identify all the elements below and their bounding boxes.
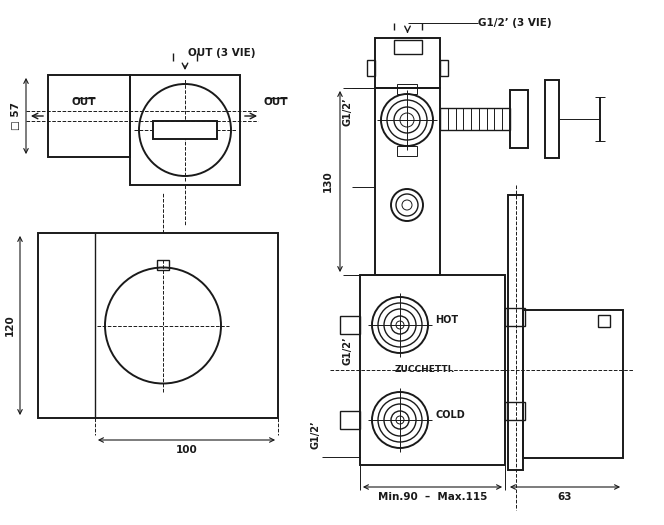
Text: COLD: COLD <box>435 410 465 420</box>
Bar <box>153 121 217 139</box>
Text: ZUCCHETTI.: ZUCCHETTI. <box>395 365 456 374</box>
Bar <box>523 310 623 458</box>
Bar <box>394 40 422 54</box>
Bar <box>48 75 130 157</box>
Bar <box>440 60 448 76</box>
Bar <box>505 402 525 420</box>
Text: Min.90  –  Max.115: Min.90 – Max.115 <box>378 492 487 502</box>
Bar <box>375 88 440 275</box>
Text: 63: 63 <box>558 492 572 502</box>
Bar <box>367 60 375 76</box>
Bar <box>440 108 510 130</box>
Bar <box>598 315 610 327</box>
Bar <box>397 146 417 156</box>
Text: G1/2’: G1/2’ <box>310 421 320 449</box>
Bar <box>397 84 417 94</box>
Bar <box>508 195 523 470</box>
Bar <box>505 308 525 326</box>
Text: 120: 120 <box>5 314 15 337</box>
Bar <box>130 75 240 185</box>
Text: HOT: HOT <box>435 315 458 325</box>
Text: G1/2’ (3 VIE): G1/2’ (3 VIE) <box>477 18 551 28</box>
Bar <box>360 275 505 465</box>
Text: G1/2’: G1/2’ <box>342 97 352 126</box>
Bar <box>340 316 360 334</box>
Text: OUT: OUT <box>264 97 288 107</box>
Bar <box>340 411 360 429</box>
Text: □ 57: □ 57 <box>11 102 21 130</box>
Bar <box>510 90 528 148</box>
Bar <box>375 38 440 88</box>
Text: 100: 100 <box>175 445 197 455</box>
Bar <box>157 259 169 269</box>
Text: OUT: OUT <box>72 97 96 107</box>
Text: OUT (3 VIE): OUT (3 VIE) <box>188 48 256 58</box>
Bar <box>545 80 559 158</box>
Bar <box>38 233 278 418</box>
Text: G1/2’: G1/2’ <box>342 337 352 365</box>
Text: 130: 130 <box>323 171 333 192</box>
